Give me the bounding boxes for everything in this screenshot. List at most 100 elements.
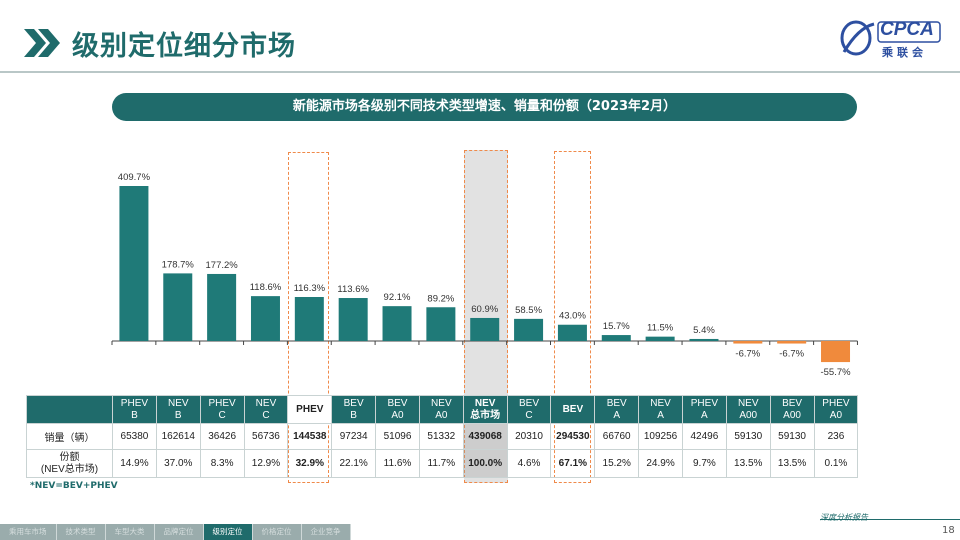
- header-divider: [0, 71, 960, 73]
- data-label: 178.7%: [162, 259, 195, 270]
- column-header: NEV A00: [725, 395, 771, 424]
- column-header-line: A0: [391, 409, 404, 421]
- column-header-line: BEV: [343, 397, 364, 409]
- column-header-line: C: [218, 409, 226, 421]
- data-label: 113.6%: [337, 284, 369, 295]
- table-row: 销量（辆） 65380 162614 36426 56736 144538 97234 510…: [26, 423, 859, 450]
- table-cell: 65380: [112, 423, 157, 450]
- column-header-line: A00: [739, 409, 758, 421]
- table-cell: 236: [813, 423, 859, 450]
- data-label: 89.2%: [427, 293, 454, 304]
- bar: [821, 341, 851, 363]
- data-label: -6.7%: [779, 349, 804, 360]
- table-corner-cell: [26, 395, 113, 424]
- bar: [250, 296, 280, 341]
- column-header-line: BEV: [782, 397, 803, 409]
- data-table: PHEV B NEV B PHEV C NEV C PHEV BEV B BEV A0 NEV A0 NEV 总…: [26, 395, 859, 478]
- table-cell: 51096: [375, 423, 420, 450]
- table-cell: 11.6%: [375, 449, 420, 478]
- row-label: 份额 (NEV总市场): [26, 449, 113, 478]
- data-label: 116.3%: [294, 283, 326, 294]
- table-cell: 9.7%: [681, 449, 727, 478]
- table-cell: 162614: [155, 423, 201, 450]
- column-header-line: NEV: [650, 397, 671, 409]
- column-header-line: A00: [783, 409, 801, 421]
- table-cell: 42496: [681, 423, 727, 450]
- column-header-line: A0: [435, 409, 448, 421]
- table-cell: 0.1%: [813, 449, 859, 478]
- bev-highlight-box: [554, 151, 591, 483]
- column-header-line: B: [131, 409, 138, 421]
- bar: [557, 324, 587, 341]
- data-label: 43.0%: [559, 311, 586, 322]
- bar: [382, 306, 412, 341]
- column-header: NEV A0: [418, 395, 464, 424]
- table-row: 份额 (NEV总市场) 14.9% 37.0% 8.3% 12.9% 32.9% 22.1% 1…: [26, 449, 859, 478]
- footnote: *NEV=BEV+PHEV: [30, 481, 118, 491]
- column-header: BEV: [550, 395, 596, 424]
- column-header-line: PHEV: [208, 397, 236, 409]
- data-label: -55.7%: [820, 367, 851, 378]
- table-cell: 24.9%: [638, 449, 683, 478]
- bar: [777, 341, 807, 344]
- logo-text: CPCA: [880, 19, 934, 40]
- footer-nav-item[interactable]: 车型大类: [105, 524, 155, 540]
- column-header: PHEV C: [199, 395, 245, 424]
- footer-nav-item[interactable]: 技术类型: [56, 524, 106, 540]
- bar: [207, 273, 237, 341]
- table-cell: 66760: [594, 423, 640, 450]
- data-label: 15.7%: [603, 321, 630, 332]
- bar: [163, 273, 193, 341]
- table-cell: 12.9%: [243, 449, 289, 478]
- column-header-line: NEV: [474, 397, 496, 409]
- growth-bar-chart: 409.7% 178.7% 177.2% 118.6% 116.3% 113.6% 92.1…: [111, 172, 858, 378]
- table-cell: 439068: [462, 423, 508, 450]
- column-header: PHEV A: [681, 395, 727, 424]
- footer-nav-item[interactable]: 乘用车市场: [0, 524, 57, 540]
- table-cell: 59130: [769, 423, 815, 450]
- bar: [470, 317, 500, 341]
- data-label: 58.5%: [515, 305, 542, 316]
- phev-highlight-box: [288, 152, 329, 483]
- bar: [514, 318, 544, 341]
- bar: [294, 297, 324, 341]
- footer-nav-item[interactable]: 企业竞争: [301, 524, 351, 540]
- column-header: BEV A00: [769, 395, 815, 424]
- column-header-line: PHEV: [296, 403, 324, 415]
- column-header-line: 总市场: [470, 409, 501, 421]
- table-cell: 8.3%: [199, 449, 245, 478]
- table-cell: 294530: [550, 423, 596, 450]
- report-label: 深度分析报告: [820, 513, 868, 522]
- column-header-line: B: [350, 409, 357, 421]
- column-header-line: BEV: [387, 397, 408, 409]
- column-header-line: BEV: [562, 403, 584, 415]
- footer-nav-item[interactable]: 级别定位: [203, 524, 253, 540]
- logo-subtext: 乘联会: [882, 46, 927, 59]
- data-label: 60.9%: [471, 304, 498, 315]
- table-cell: 22.1%: [331, 449, 377, 478]
- data-label: 118.6%: [250, 282, 282, 293]
- table-cell: 59130: [725, 423, 771, 450]
- data-label: 177.2%: [206, 260, 239, 271]
- page-number: 18: [942, 525, 955, 536]
- column-header-line: C: [525, 409, 533, 421]
- column-header-line: B: [174, 409, 182, 421]
- table-cell: 144538: [287, 423, 333, 450]
- table-cell: 51332: [418, 423, 464, 450]
- column-header: NEV 总市场: [462, 395, 508, 424]
- column-header-line: PHEV: [822, 397, 850, 409]
- footer-divider: [820, 519, 960, 520]
- footer-nav-item[interactable]: 品牌定位: [154, 524, 204, 540]
- table-cell: 4.6%: [506, 449, 552, 478]
- footer-nav-item[interactable]: 价格定位: [252, 524, 302, 540]
- table-cell: 20310: [506, 423, 552, 450]
- table-cell: 13.5%: [725, 449, 771, 478]
- column-header: PHEV: [287, 395, 333, 424]
- column-header: PHEV A0: [813, 395, 859, 424]
- header-double-chevron-icon: [24, 29, 60, 57]
- data-label: 5.4%: [693, 325, 715, 336]
- bar: [338, 298, 368, 341]
- column-header-line: A: [701, 409, 708, 421]
- column-header: BEV A0: [375, 395, 420, 424]
- table-cell: 67.1%: [550, 449, 596, 478]
